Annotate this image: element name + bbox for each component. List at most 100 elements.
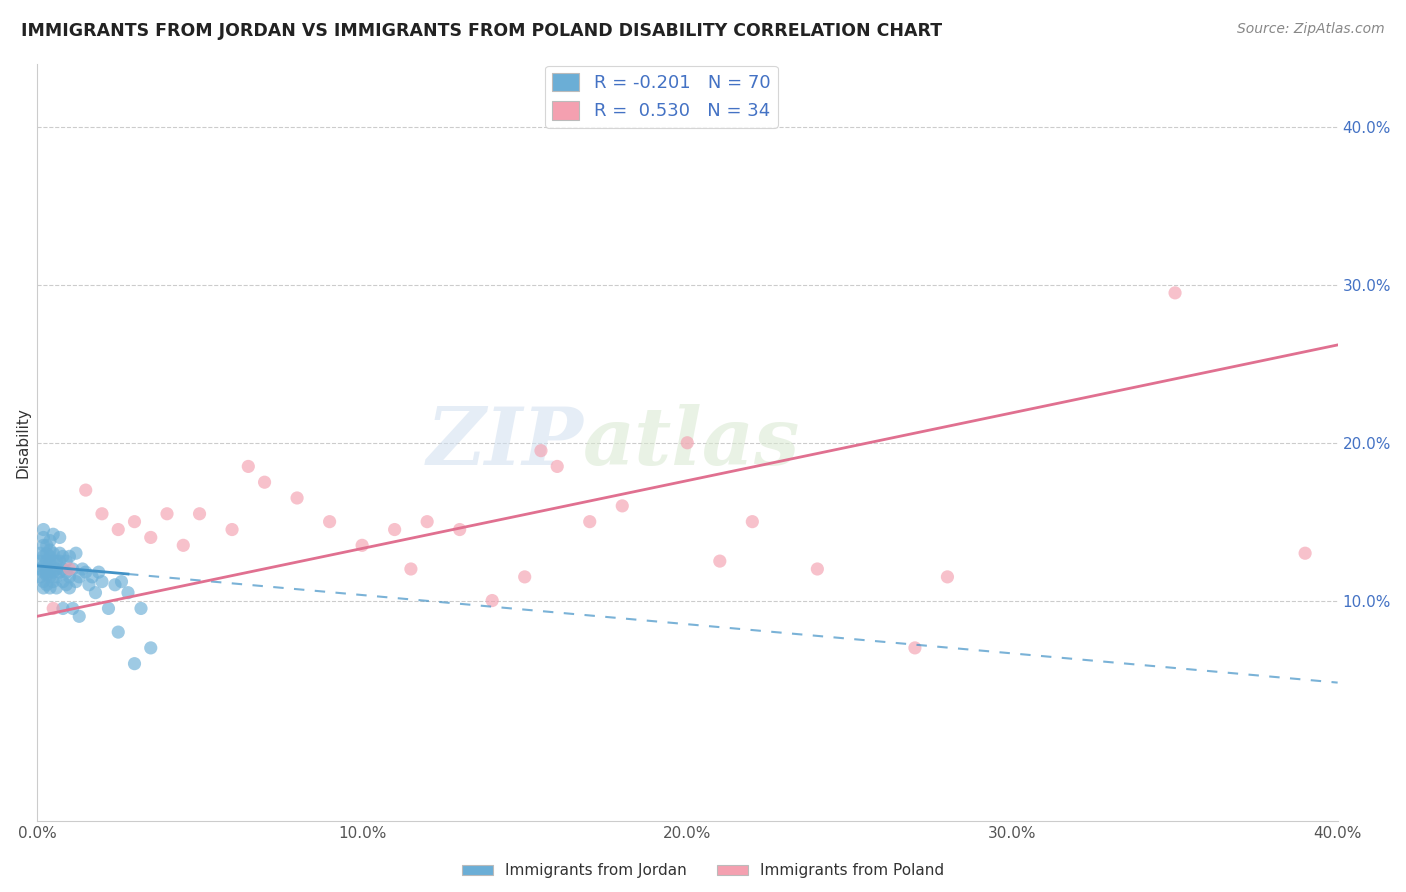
Point [39,543,62,558]
Point [82,570,104,584]
Point [39,562,62,576]
Point [806,562,828,576]
Text: ZIP: ZIP [426,404,583,482]
Point [87,565,110,579]
Point [32,574,55,589]
Point [32,558,55,573]
Text: atlas: atlas [583,404,800,482]
Point [107,523,129,537]
Point [35,578,58,592]
Point [32,523,55,537]
Point [42,554,65,568]
Point [172,538,194,552]
Point [253,475,276,490]
Point [124,657,146,671]
Legend: Immigrants from Jordan, Immigrants from Poland: Immigrants from Jordan, Immigrants from … [456,857,950,884]
Point [32,581,55,595]
Point [55,565,77,579]
Point [35,538,58,552]
Point [1294,546,1316,560]
Point [45,562,67,576]
Point [384,523,406,537]
Point [42,546,65,560]
Point [352,538,374,552]
Point [42,601,65,615]
Point [30,554,52,568]
Legend: R = -0.201   N = 70, R =  0.530   N = 34: R = -0.201 N = 70, R = 0.530 N = 34 [546,65,778,128]
Point [58,570,80,584]
Point [709,554,731,568]
Point [48,554,70,568]
Point [139,531,162,545]
Point [97,601,120,615]
Point [45,570,67,584]
Point [676,435,699,450]
Point [65,546,87,560]
Point [91,574,114,589]
Point [45,554,67,568]
Point [35,565,58,579]
Point [65,574,87,589]
Text: IMMIGRANTS FROM JORDAN VS IMMIGRANTS FROM POLAND DISABILITY CORRELATION CHART: IMMIGRANTS FROM JORDAN VS IMMIGRANTS FRO… [21,22,942,40]
Point [416,515,439,529]
Point [318,515,340,529]
Point [52,574,75,589]
Point [188,507,211,521]
Point [904,640,927,655]
Point [139,640,162,655]
Point [39,549,62,564]
Point [52,549,75,564]
Point [39,533,62,548]
Y-axis label: Disability: Disability [15,408,30,478]
Point [481,593,503,607]
Point [55,554,77,568]
Point [110,574,132,589]
Point [156,507,179,521]
Point [741,515,763,529]
Point [546,459,568,474]
Point [75,565,97,579]
Point [32,549,55,564]
Point [77,578,100,592]
Point [612,499,634,513]
Point [67,609,90,624]
Point [104,578,127,592]
Point [48,565,70,579]
Point [399,562,422,576]
Point [52,562,75,576]
Point [58,562,80,576]
Point [30,562,52,576]
Point [107,625,129,640]
Point [936,570,959,584]
Point [58,581,80,595]
Point [513,570,536,584]
Point [62,562,84,576]
Point [129,601,152,615]
Point [1164,285,1187,300]
Point [30,570,52,584]
Point [91,507,114,521]
Point [117,585,139,599]
Point [42,574,65,589]
Point [32,538,55,552]
Point [449,523,471,537]
Text: Source: ZipAtlas.com: Source: ZipAtlas.com [1237,22,1385,37]
Point [35,568,58,582]
Point [42,565,65,579]
Point [35,554,58,568]
Point [72,562,94,576]
Point [58,549,80,564]
Point [285,491,308,505]
Point [55,578,77,592]
Point [530,443,553,458]
Point [578,515,600,529]
Point [52,601,75,615]
Point [32,531,55,545]
Point [124,515,146,529]
Point [75,483,97,497]
Point [39,570,62,584]
Point [39,556,62,570]
Point [45,581,67,595]
Point [42,527,65,541]
Point [62,601,84,615]
